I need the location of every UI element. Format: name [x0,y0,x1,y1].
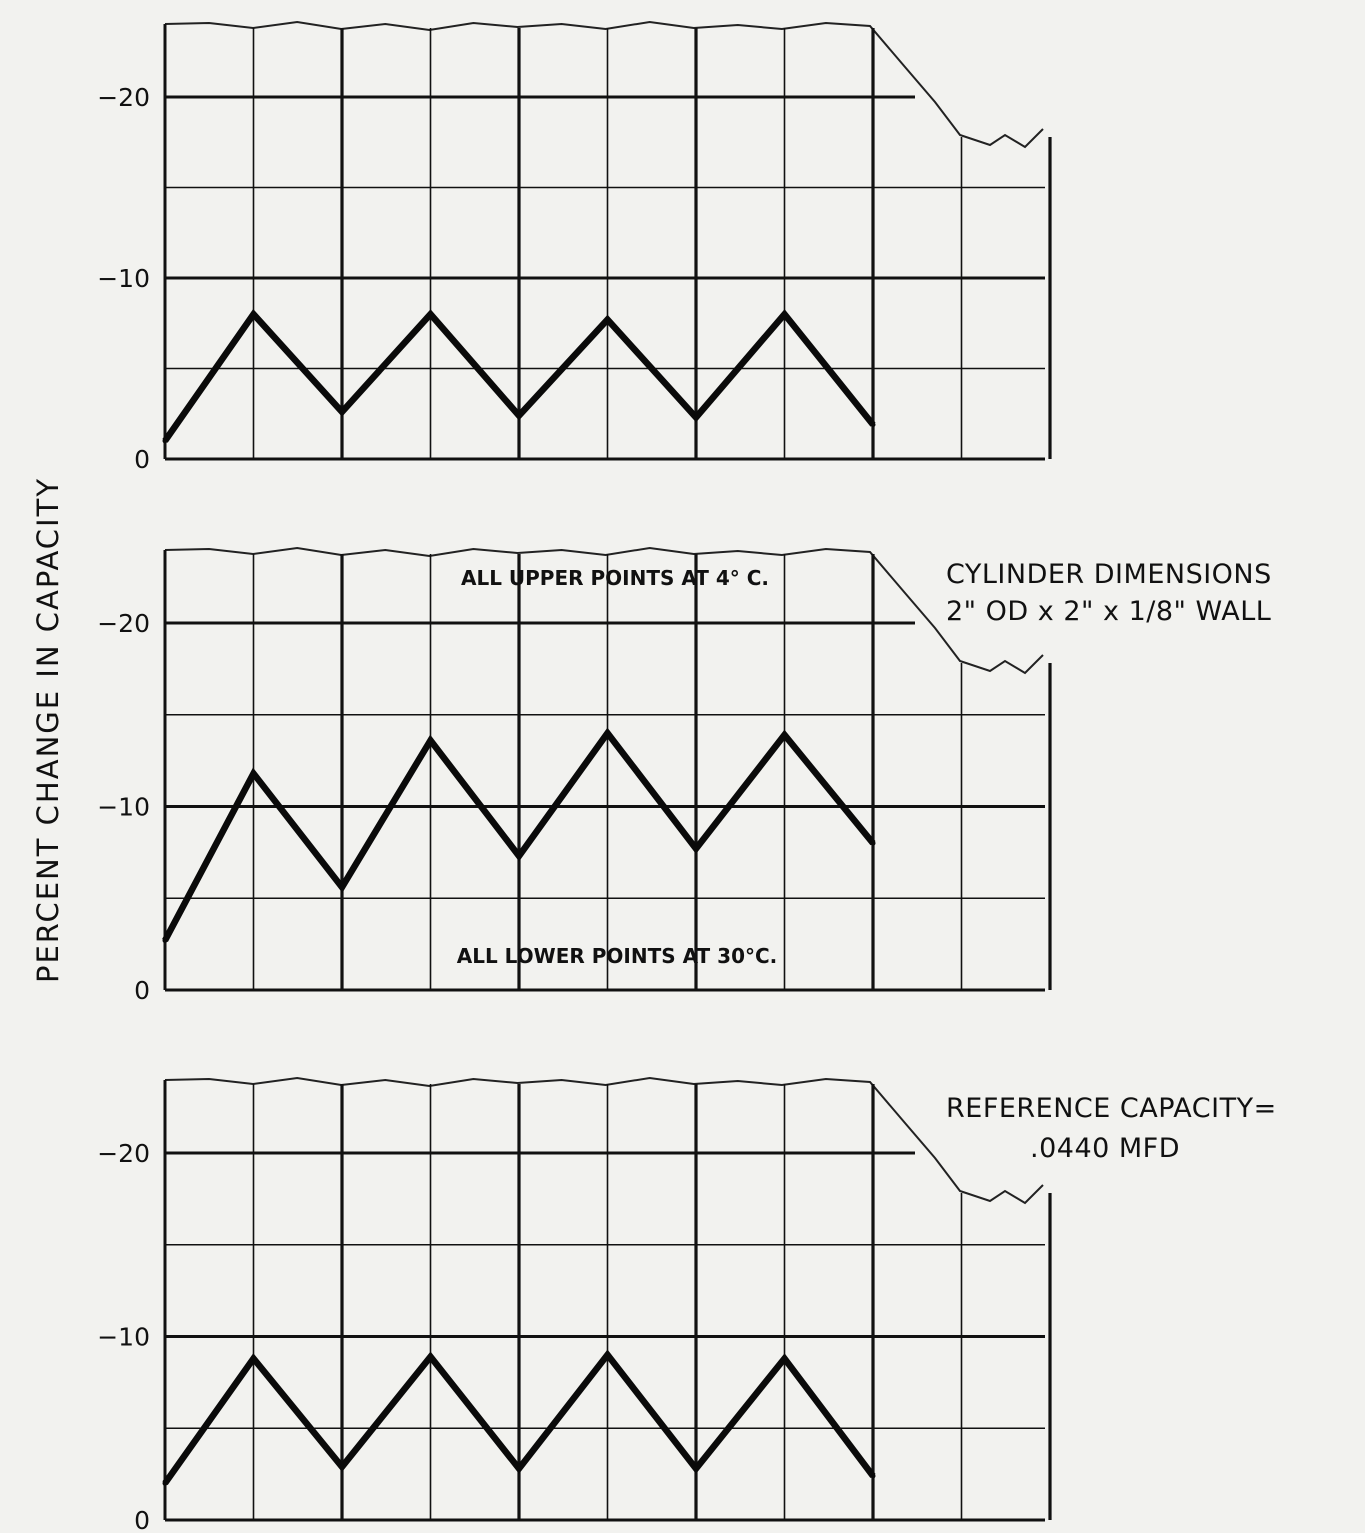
annotation-reference-title: REFERENCE CAPACITY= [946,1093,1277,1124]
y-tick-label: −20 [97,609,150,638]
y-tick-label: 0 [134,445,150,474]
data-point [782,732,787,738]
annotation-cylinder-title: CYLINDER DIMENSIONS [946,559,1272,590]
data-point [339,1464,345,1470]
y-tick-label: 0 [134,1506,150,1533]
data-point [693,1466,699,1472]
data-point [870,422,876,428]
paper-edge [164,546,1044,675]
y-tick-label: −20 [97,1139,150,1168]
panel-3: 0 −10 −20 [97,1076,1052,1533]
data-point [251,770,256,776]
y-tick-label: −10 [97,793,150,822]
data-point [605,730,610,736]
data-point [782,1356,787,1362]
data-point [339,884,345,890]
data-point [251,1356,256,1362]
annotation-cylinder-dimensions: 2" OD x 2" x 1/8" WALL [946,596,1271,627]
data-point [162,1480,168,1486]
y-tick-label: −10 [97,1323,150,1352]
panel-2: 0 −10 −20 [97,546,1052,1005]
y-axis-label: PERCENT CHANGE IN CAPACITY [31,477,65,983]
data-point [428,1354,433,1360]
annotation-reference-value: .0440 MFD [1030,1133,1180,1164]
data-point [693,414,699,420]
data-point [428,311,433,317]
data-point [162,937,168,943]
data-point [339,409,345,415]
data-point [870,1473,876,1479]
annotation-upper-points: ALL UPPER POINTS AT 4° C. [461,566,769,590]
chart-panels: 0 −10 −20 0 −10 −20 0 −10 −20 [97,20,1052,1533]
panel-1: 0 −10 −20 [97,20,1052,474]
data-point [516,413,522,419]
paper-edge [164,20,1044,149]
data-point [162,438,168,444]
data-point [516,853,522,859]
paper-edge [164,1076,1044,1205]
data-point [605,1352,610,1358]
data-point [782,311,787,317]
data-point [251,311,256,317]
data-point [870,840,876,846]
y-tick-label: −10 [97,264,150,293]
data-point [428,737,433,743]
y-tick-label: 0 [134,976,150,1005]
y-tick-label: −20 [97,83,150,112]
annotation-lower-points: ALL LOWER POINTS AT 30°C. [457,944,778,968]
data-point [693,846,699,852]
data-point [605,317,610,323]
data-point [516,1466,522,1472]
